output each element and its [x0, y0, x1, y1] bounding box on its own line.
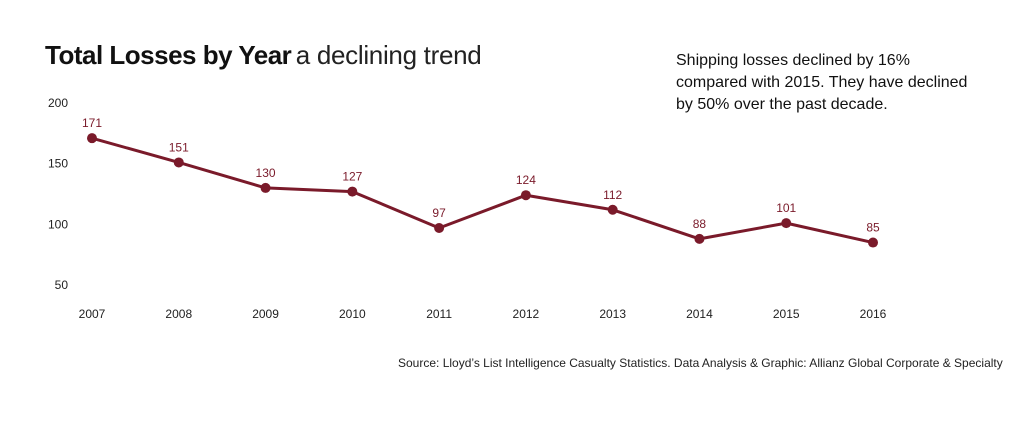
data-label: 171: [82, 116, 102, 130]
line-chart: 200 150 100 50 2007 2008 2009 2010 2011 2012 2013…: [48, 96, 887, 321]
y-tick-label: 200: [48, 96, 68, 110]
x-tick-label: 2016: [860, 307, 887, 321]
data-label: 112: [603, 188, 622, 202]
series-group: [87, 133, 878, 248]
data-labels: 171 151 130 127 97 124 112 88 101 85: [82, 116, 880, 234]
data-point: [781, 218, 792, 229]
y-tick-label: 50: [55, 278, 69, 292]
data-point: [347, 186, 358, 197]
data-label: 130: [256, 166, 276, 180]
data-point: [694, 233, 705, 244]
y-tick-label: 100: [48, 217, 68, 231]
data-point: [868, 237, 878, 248]
x-tick-label: 2015: [773, 307, 800, 321]
data-label: 88: [693, 217, 707, 231]
y-tick-label: 150: [48, 157, 68, 171]
data-label: 127: [342, 170, 362, 184]
x-tick-label: 2008: [165, 307, 192, 321]
series-line: [91, 136, 874, 244]
data-label: 101: [776, 201, 796, 215]
data-label: 151: [169, 140, 189, 154]
x-tick-label: 2007: [79, 307, 106, 321]
data-point: [87, 133, 97, 144]
data-point: [260, 182, 271, 193]
x-tick-label: 2009: [252, 307, 279, 321]
data-point: [520, 190, 531, 201]
data-label: 124: [516, 173, 536, 187]
data-label: 97: [432, 206, 446, 220]
data-label: 85: [866, 221, 880, 235]
source-note: Source: Lloyd’s List Intelligence Casual…: [398, 356, 1003, 370]
chart-subtitle: a declining trend: [295, 40, 482, 70]
data-point: [434, 222, 445, 233]
data-point: [607, 204, 618, 215]
y-axis-ticks: 200 150 100 50: [48, 96, 68, 292]
x-tick-label: 2013: [599, 307, 626, 321]
x-axis-ticks: 2007 2008 2009 2010 2011 2012 2013 2014 2015 2016: [79, 307, 887, 321]
x-tick-label: 2012: [513, 307, 540, 321]
x-tick-label: 2014: [686, 307, 713, 321]
chart-title-bold: Total Losses by Year: [45, 40, 292, 70]
x-tick-label: 2011: [426, 307, 452, 321]
x-tick-label: 2010: [339, 307, 366, 321]
annotation-note: Shipping losses declined by 16% compared…: [676, 52, 968, 113]
chart-title: Total Losses by Year a declining trend: [45, 40, 482, 71]
data-point: [173, 157, 184, 168]
